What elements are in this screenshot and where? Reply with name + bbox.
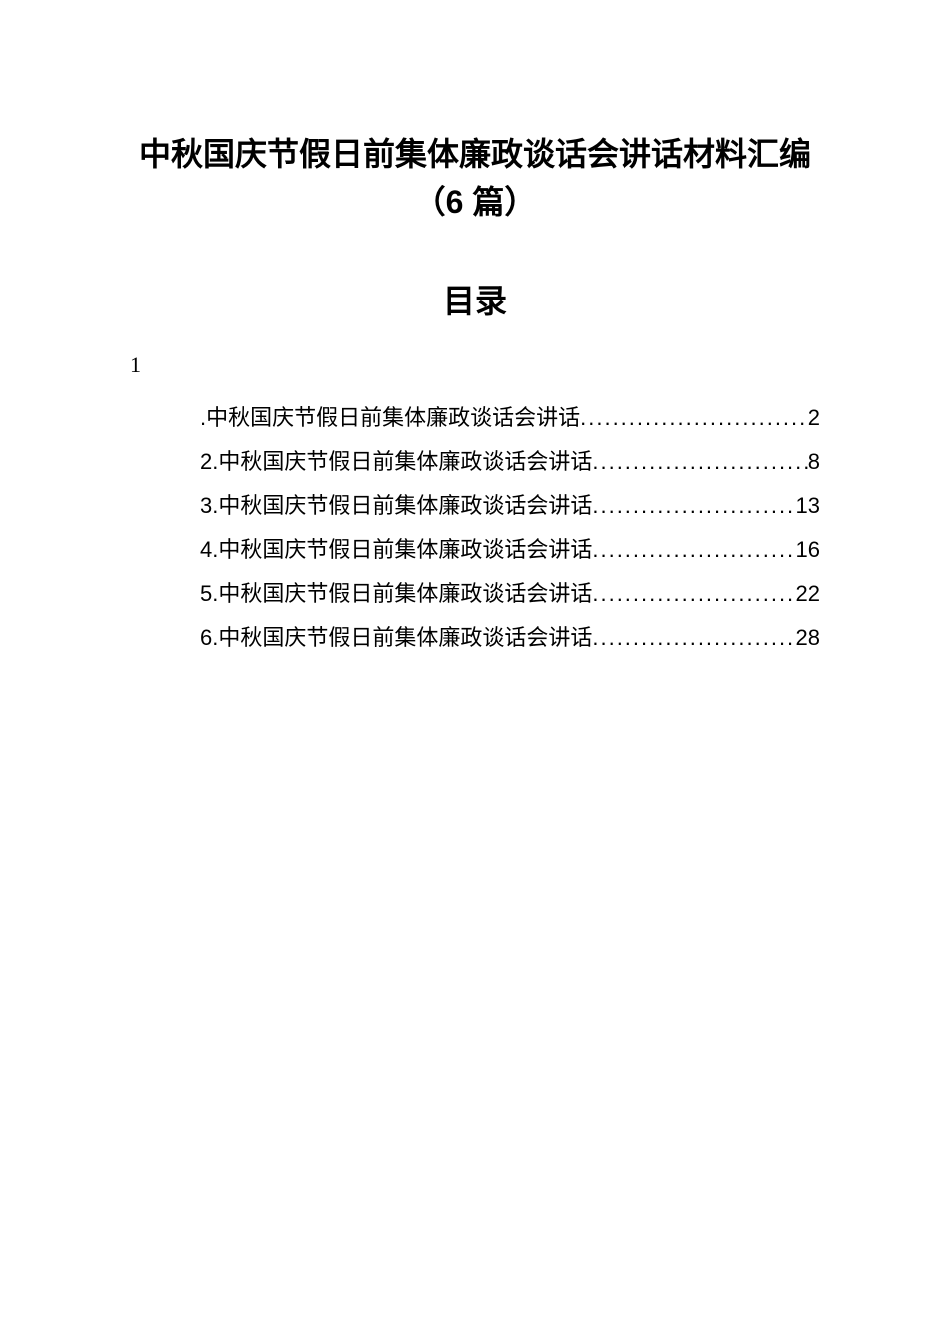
toc-entry-page: 2 (808, 396, 820, 440)
toc-dots (592, 572, 795, 616)
toc-list: .中秋国庆节假日前集体廉政谈话会讲话 2 2.中秋国庆节假日前集体廉政谈话会讲话… (130, 396, 820, 660)
toc-dots (580, 396, 808, 440)
toc-entry-page: 28 (796, 616, 820, 660)
toc-entry: 4.中秋国庆节假日前集体廉政谈话会讲话 16 (200, 528, 820, 572)
toc-entry: 6.中秋国庆节假日前集体廉政谈话会讲话 28 (200, 616, 820, 660)
toc-entry-page: 8 (808, 440, 820, 484)
toc-hanging-number: 1 (130, 352, 820, 378)
toc-dots (592, 484, 795, 528)
toc-entry-page: 13 (796, 484, 820, 528)
document-page: 中秋国庆节假日前集体廉政谈话会讲话材料汇编（6 篇） 目录 1 .中秋国庆节假日… (0, 0, 950, 660)
toc-entry: 2.中秋国庆节假日前集体廉政谈话会讲话 8 (200, 440, 820, 484)
toc-entry-page: 16 (796, 528, 820, 572)
toc-entry-label: 4.中秋国庆节假日前集体廉政谈话会讲话 (200, 528, 592, 572)
toc-entry: 5.中秋国庆节假日前集体廉政谈话会讲话 22 (200, 572, 820, 616)
toc-dots (592, 616, 795, 660)
toc-entry: 3.中秋国庆节假日前集体廉政谈话会讲话 13 (200, 484, 820, 528)
toc-entry-label: 2.中秋国庆节假日前集体廉政谈话会讲话 (200, 440, 592, 484)
toc-entry-page: 22 (796, 572, 820, 616)
toc-dots (592, 528, 795, 572)
toc-heading: 目录 (130, 276, 820, 322)
toc-entry-label: 6.中秋国庆节假日前集体廉政谈话会讲话 (200, 616, 592, 660)
toc-entry-label: 3.中秋国庆节假日前集体廉政谈话会讲话 (200, 484, 592, 528)
toc-dots (592, 440, 807, 484)
toc-entry-label: .中秋国庆节假日前集体廉政谈话会讲话 (200, 396, 580, 440)
toc-entry: .中秋国庆节假日前集体廉政谈话会讲话 2 (200, 396, 820, 440)
toc-entry-label: 5.中秋国庆节假日前集体廉政谈话会讲话 (200, 572, 592, 616)
document-title: 中秋国庆节假日前集体廉政谈话会讲话材料汇编（6 篇） (130, 130, 820, 226)
